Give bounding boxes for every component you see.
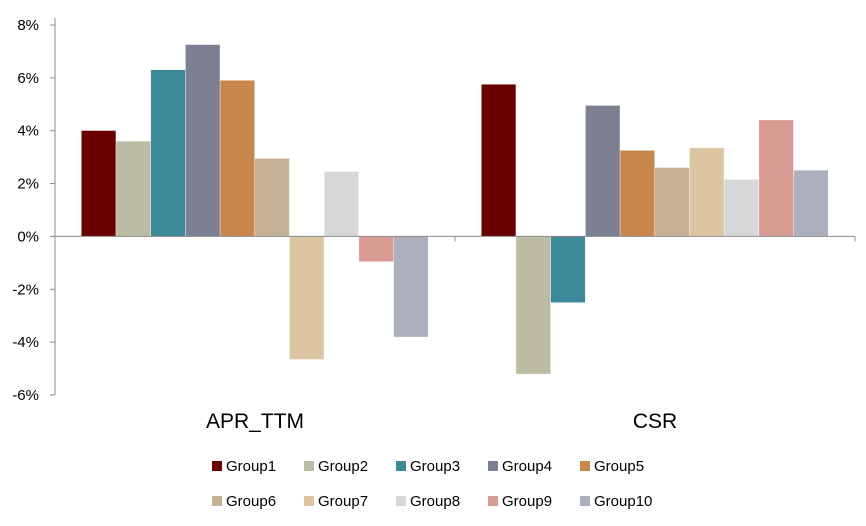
- labels-layer: APR_TTM CSR 8% 6% 4% 2% 0% -2% -4% -6%: [12, 17, 677, 433]
- legend-item-group2: Group2: [304, 458, 368, 475]
- legend-item-group5: Group5: [580, 458, 644, 475]
- x-tick-label: CSR: [633, 410, 677, 433]
- legend-swatch: [212, 496, 222, 506]
- bar-group8-apr-ttm: [324, 171, 359, 237]
- bar-group5-apr-ttm: [220, 80, 255, 237]
- bar-group1-apr-ttm: [81, 130, 116, 237]
- bar-group1-csr: [481, 84, 516, 237]
- y-tick-label: 2%: [17, 176, 39, 193]
- axes-layer: [50, 18, 856, 396]
- bar-group5-csr: [620, 150, 655, 237]
- legend-swatch: [212, 461, 222, 471]
- legend-item-group9: Group9: [488, 493, 552, 510]
- legend-label: Group7: [318, 493, 368, 510]
- y-tick-label: 8%: [17, 17, 39, 34]
- legend-item-group10: Group10: [580, 493, 652, 510]
- legend-swatch: [396, 461, 406, 471]
- legend-label: Group10: [594, 493, 652, 510]
- legend-label: Group2: [318, 458, 368, 475]
- legend-label: Group4: [502, 458, 552, 475]
- bar-group9-csr: [759, 120, 794, 237]
- legend-swatch: [580, 496, 590, 506]
- legend-swatch: [304, 461, 314, 471]
- legend-item-group3: Group3: [396, 458, 460, 475]
- legend-label: Group3: [410, 458, 460, 475]
- bar-group2-apr-ttm: [116, 141, 151, 237]
- bar-group4-csr: [585, 105, 620, 237]
- legend-item-group6: Group6: [212, 493, 276, 510]
- bar-group4-apr-ttm: [185, 44, 220, 237]
- y-tick-label: 0%: [17, 228, 39, 245]
- legend-swatch: [580, 461, 590, 471]
- legend-swatch: [488, 496, 498, 506]
- bar-group3-csr: [550, 236, 586, 303]
- legend-item-group1: Group1: [212, 458, 276, 475]
- legend-label: Group9: [502, 493, 552, 510]
- x-tick-label: APR_TTM: [206, 410, 304, 433]
- bar-group10-csr: [793, 170, 828, 237]
- bar-group3-apr-ttm: [150, 69, 186, 237]
- legend-swatch: [488, 461, 498, 471]
- bar-group10-apr-ttm: [393, 236, 428, 337]
- legend-item-group8: Group8: [396, 493, 460, 510]
- bar-group6-apr-ttm: [255, 158, 290, 237]
- bar-group7-csr: [689, 147, 724, 237]
- legend-label: Group5: [594, 458, 644, 475]
- legend-label: Group1: [226, 458, 276, 475]
- legend-swatch: [304, 496, 314, 506]
- bar-group6-csr: [655, 167, 690, 237]
- legend-swatch: [396, 496, 406, 506]
- y-tick-label: -6%: [12, 387, 39, 404]
- legend-label: Group8: [410, 493, 460, 510]
- bar-group9-apr-ttm: [359, 236, 394, 262]
- y-tick-label: 6%: [17, 70, 39, 87]
- chart-legend: Group1 Group2 Group3 Group4 Group5 Group6 Grou…: [212, 458, 652, 510]
- bar-group8-csr: [724, 179, 759, 237]
- legend-label: Group6: [226, 493, 276, 510]
- bars-layer: [81, 44, 828, 374]
- y-tick-label: -4%: [12, 334, 39, 351]
- legend-item-group4: Group4: [488, 458, 552, 475]
- bar-group7-apr-ttm: [289, 236, 324, 360]
- legend-item-group7: Group7: [304, 493, 368, 510]
- bar-group2-csr: [516, 236, 551, 374]
- y-tick-label: -2%: [12, 281, 39, 298]
- y-tick-label: 4%: [17, 123, 39, 140]
